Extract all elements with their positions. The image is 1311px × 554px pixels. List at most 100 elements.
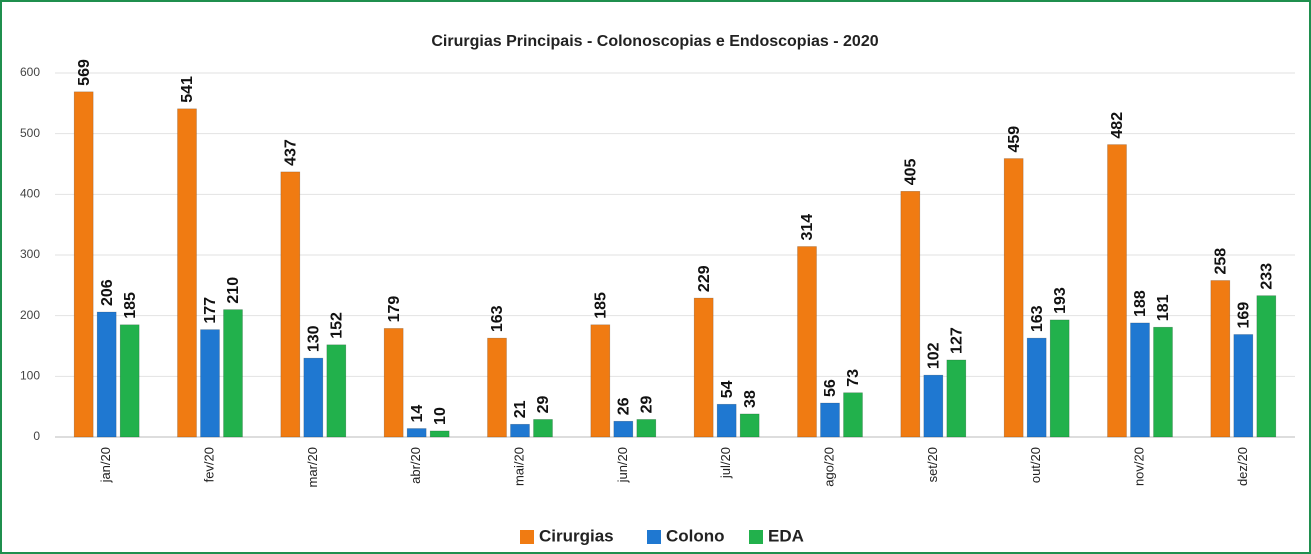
bar [613, 420, 634, 438]
value-label: 177 [202, 297, 219, 324]
x-tick-label: jun/20 [615, 447, 630, 483]
value-label: 233 [1259, 263, 1276, 290]
value-label: 185 [593, 292, 610, 319]
y-tick-label: 600 [20, 65, 40, 79]
value-label: 482 [1109, 112, 1126, 139]
bar [797, 246, 817, 438]
bar [223, 309, 243, 438]
bar [1153, 326, 1173, 438]
bar [1049, 319, 1070, 438]
x-tick-label: jan/20 [98, 447, 113, 483]
value-label: 73 [845, 369, 862, 387]
bar [73, 91, 94, 438]
value-label: 152 [329, 312, 346, 339]
value-label: 54 [719, 380, 736, 398]
bar [533, 419, 553, 438]
bar [1026, 337, 1047, 438]
bar [1256, 295, 1277, 438]
bar [716, 403, 737, 438]
legend-label: Colono [666, 526, 725, 545]
value-label: 38 [742, 390, 759, 408]
x-tick-label: ago/20 [821, 447, 836, 487]
value-label: 21 [512, 400, 529, 418]
bar [1210, 280, 1231, 438]
value-label: 258 [1213, 248, 1230, 275]
value-label: 163 [1029, 305, 1046, 332]
y-tick-label: 100 [20, 369, 40, 383]
value-label: 229 [696, 265, 713, 292]
y-tick-label: 0 [33, 429, 40, 443]
value-label: 26 [616, 397, 633, 415]
value-label: 29 [535, 396, 552, 414]
value-label: 459 [1006, 126, 1023, 153]
legend-swatch [749, 530, 763, 544]
legend-label: Cirurgias [539, 526, 614, 545]
bar [923, 374, 944, 438]
value-label: 569 [76, 59, 93, 86]
x-tick-label: nov/20 [1131, 447, 1146, 486]
value-label: 405 [903, 159, 920, 186]
value-label: 210 [225, 277, 242, 304]
value-label: 541 [179, 76, 196, 103]
bar [280, 171, 301, 438]
x-tick-label: jul/20 [718, 447, 733, 479]
y-tick-label: 400 [20, 187, 40, 201]
bar [200, 329, 220, 438]
value-label: 163 [489, 305, 506, 332]
bar [487, 337, 507, 438]
x-tick-label: set/20 [925, 447, 940, 482]
x-tick-label: out/20 [1028, 447, 1043, 483]
bar [946, 359, 967, 438]
x-tick-label: dez/20 [1235, 447, 1250, 486]
bar [590, 324, 611, 438]
value-label: 130 [306, 325, 323, 352]
legend-label: EDA [768, 526, 804, 545]
bar [96, 311, 117, 438]
value-label: 437 [283, 139, 300, 166]
bar [383, 328, 404, 438]
value-label: 193 [1052, 287, 1069, 314]
bar [1130, 322, 1150, 438]
value-label: 169 [1236, 302, 1253, 329]
legend-swatch [647, 530, 661, 544]
bar [510, 423, 530, 438]
value-label: 56 [822, 379, 839, 397]
value-label: 14 [409, 405, 426, 423]
value-label: 29 [639, 396, 656, 414]
x-tick-label: abr/20 [408, 447, 423, 484]
bar [820, 402, 840, 438]
value-label: 188 [1132, 290, 1149, 317]
value-label: 185 [122, 292, 139, 319]
bar [843, 392, 863, 438]
value-label: 206 [99, 279, 116, 306]
bar [1107, 144, 1127, 438]
bar [739, 413, 760, 438]
value-label: 314 [799, 214, 816, 241]
bar [900, 191, 921, 438]
bar [429, 430, 450, 438]
y-tick-label: 500 [20, 126, 40, 140]
value-label: 179 [386, 296, 403, 323]
y-tick-label: 300 [20, 247, 40, 261]
bar [303, 357, 324, 438]
value-label: 127 [949, 327, 966, 354]
x-tick-label: fev/20 [201, 447, 216, 482]
bar [177, 108, 197, 438]
value-label: 10 [432, 407, 449, 425]
legend-swatch [520, 530, 534, 544]
x-tick-label: mai/20 [511, 447, 526, 486]
bar [693, 297, 714, 438]
x-tick-label: mar/20 [305, 447, 320, 487]
bar [119, 324, 140, 438]
value-label: 102 [926, 342, 943, 369]
value-label: 181 [1155, 294, 1172, 321]
bar [326, 344, 347, 438]
chart-title: Cirurgias Principais - Colonoscopias e E… [431, 33, 878, 50]
bar [1003, 158, 1024, 438]
bar [636, 419, 657, 438]
y-tick-label: 200 [20, 308, 40, 322]
bar [406, 428, 427, 438]
bar [1233, 334, 1254, 438]
